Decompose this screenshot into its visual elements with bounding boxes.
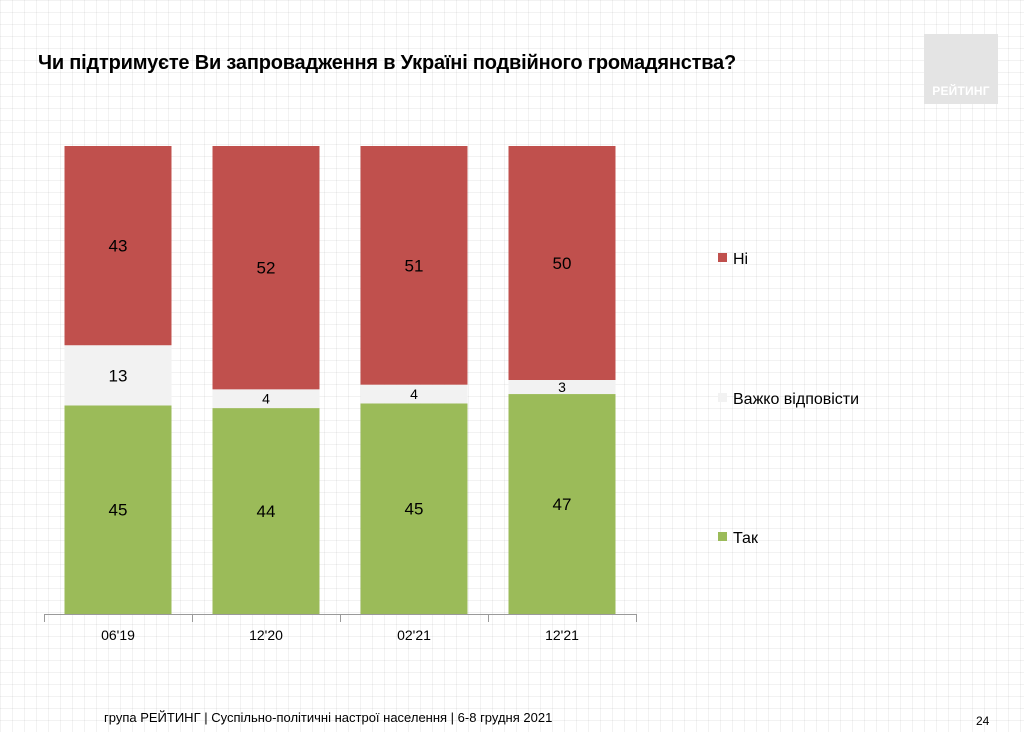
legend-swatch-ni xyxy=(718,253,727,262)
stacked-bar-chart: 45134306'194445212'204545102'214735012'2… xyxy=(44,146,859,643)
legend-label-vazhko: Важко відповісти xyxy=(733,391,859,408)
data-label-vazhko-3: 3 xyxy=(558,379,566,395)
data-label-tak-1: 44 xyxy=(257,502,276,521)
bar-tak-1 xyxy=(212,408,320,614)
logo-text: РЕЙТИНГ xyxy=(932,84,990,98)
bar-ni-1 xyxy=(212,146,320,390)
bar-tak-3 xyxy=(508,394,616,614)
x-tick-label: 06'19 xyxy=(101,627,135,643)
x-tick-label: 12'21 xyxy=(545,627,579,643)
data-label-tak-2: 45 xyxy=(405,500,424,519)
legend-label-ni: Ні xyxy=(733,251,748,268)
bar-ni-3 xyxy=(508,146,616,380)
data-label-ni-3: 50 xyxy=(553,254,572,273)
bar-tak-0 xyxy=(64,405,172,614)
x-tick-label: 12'20 xyxy=(249,627,283,643)
data-label-vazhko-1: 4 xyxy=(262,391,270,407)
data-label-tak-3: 47 xyxy=(553,495,572,514)
bar-ni-0 xyxy=(64,146,172,346)
bar-ni-2 xyxy=(360,146,468,385)
rating-logo: РЕЙТИНГ xyxy=(924,34,998,104)
data-label-vazhko-0: 13 xyxy=(109,366,128,385)
page-number: 24 xyxy=(976,714,990,728)
chart-title: Чи підтримуєте Ви запровадження в Україн… xyxy=(38,52,737,74)
bar-tak-2 xyxy=(360,403,468,614)
data-label-ni-1: 52 xyxy=(257,259,276,278)
legend-swatch-tak xyxy=(718,532,727,541)
bar-vazhko-3 xyxy=(508,380,616,395)
bar-vazhko-2 xyxy=(360,384,468,404)
x-tick-label: 02'21 xyxy=(397,627,431,643)
legend-swatch-vazhko xyxy=(718,393,727,402)
legend-label-tak: Так xyxy=(733,530,759,547)
data-label-ni-0: 43 xyxy=(109,237,128,256)
data-label-tak-0: 45 xyxy=(109,501,128,520)
footer-text: група РЕЙТИНГ | Суспільно-політичні наст… xyxy=(104,710,553,725)
bar-vazhko-1 xyxy=(212,389,320,409)
data-label-vazhko-2: 4 xyxy=(410,386,418,402)
bar-vazhko-0 xyxy=(64,345,172,406)
data-label-ni-2: 51 xyxy=(405,256,424,275)
